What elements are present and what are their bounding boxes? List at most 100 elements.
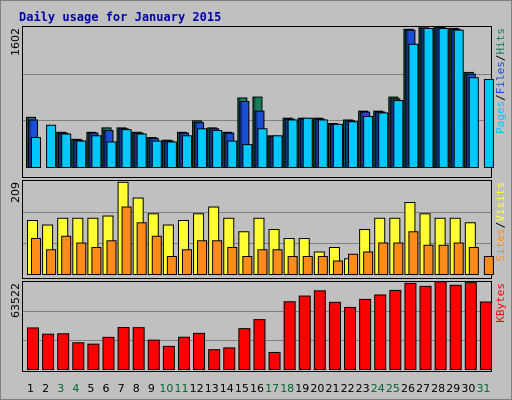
bar-kbytes-day-13 xyxy=(208,349,221,371)
bar-pages-day-23 xyxy=(363,115,374,168)
bar-sites-day-8 xyxy=(136,222,147,275)
x-tick-label: 5 xyxy=(87,382,94,395)
bar-sites-day-7 xyxy=(121,206,132,275)
bar-kbytes-day-3 xyxy=(57,333,70,371)
bar-pages-day-4 xyxy=(76,140,87,168)
bar-kbytes-day-30 xyxy=(464,282,477,371)
x-tick-label: 19 xyxy=(295,382,309,395)
bar-shade xyxy=(164,141,167,167)
x-tick-label: 22 xyxy=(341,382,355,395)
bar-sites-day-25 xyxy=(393,242,404,275)
x-axis-labels: 1 2 3 4 5 6 7 8 9 10 11 12 13 14 15 16 17 18 19 20 21 22 23 24 2… xyxy=(27,382,490,395)
x-tick-label: 10 xyxy=(159,382,173,395)
bar-kbytes-day-11 xyxy=(177,336,190,370)
panel-legend: Pages/Files/Hits xyxy=(494,28,507,134)
bar-shade xyxy=(451,29,454,167)
bar-sites-day-18 xyxy=(287,256,298,276)
bar-pages-day-17 xyxy=(272,135,283,168)
bar-kbytes-day-15 xyxy=(238,328,251,370)
x-tick-label: 18 xyxy=(280,382,294,395)
x-tick-label: 23 xyxy=(356,382,370,395)
legend-item-0: Sites xyxy=(494,228,507,261)
y-max-label: 209 xyxy=(9,182,22,203)
bar-kbytes-day-9 xyxy=(147,339,160,370)
bar-pages-day-30 xyxy=(468,77,479,168)
bar-shade xyxy=(210,129,213,167)
bar-shade xyxy=(376,112,379,167)
x-tick-label: 20 xyxy=(310,382,324,395)
bar-shade xyxy=(421,28,424,168)
bar-sites-day-1 xyxy=(31,238,41,275)
bar-sites-day-15 xyxy=(242,256,253,276)
bar-pages-day-27 xyxy=(423,27,434,169)
bar-sites-day-12 xyxy=(197,240,208,275)
bar-pages-day-11 xyxy=(181,135,192,168)
x-tick-label: 29 xyxy=(446,382,460,395)
bar-shade xyxy=(59,133,62,167)
bar-sites-day-17 xyxy=(272,249,283,275)
x-tick-label: 14 xyxy=(220,382,234,395)
bar-kbytes-day-1 xyxy=(27,327,39,371)
bar-pages-day-14 xyxy=(227,140,238,168)
bar-sites-day-30 xyxy=(468,247,479,276)
y-max-label: 63522 xyxy=(9,283,22,318)
bar-shade xyxy=(240,101,243,167)
bar-shade xyxy=(285,119,288,167)
bar-kbytes-day-28 xyxy=(434,281,447,371)
bar-pages-day-13 xyxy=(212,130,223,168)
bar-sites-day-14 xyxy=(227,247,238,276)
bar-kbytes-day-31 xyxy=(479,301,492,370)
x-tick-label: 28 xyxy=(431,382,445,395)
bar-kbytes-day-24 xyxy=(374,294,387,371)
bar-shade xyxy=(119,129,122,167)
bar-pages-day-3 xyxy=(61,133,72,168)
bar-shade xyxy=(195,123,198,167)
bar-pages-day-22 xyxy=(348,121,359,168)
legend-item-3: / xyxy=(494,55,507,62)
bar-sites-day-22 xyxy=(348,253,359,276)
bar-kbytes-day-4 xyxy=(72,342,85,371)
bar-shade xyxy=(134,133,137,167)
panel-legend: Sites/Visits xyxy=(494,182,507,262)
bar-shade xyxy=(391,99,394,167)
bar-shade xyxy=(29,120,31,167)
bar-kbytes-day-16 xyxy=(253,319,266,370)
bar-kbytes-day-21 xyxy=(328,301,341,370)
bar-kbytes-day-14 xyxy=(223,347,236,370)
bar-pages-day-20 xyxy=(317,119,328,168)
bar-pages-day-2 xyxy=(46,124,57,168)
bar-shade xyxy=(300,119,303,167)
bar-kbytes-day-26 xyxy=(404,282,417,370)
legend-item-0: Pages xyxy=(494,101,507,134)
bar-sites-day-3 xyxy=(61,235,72,276)
bar-pages-day-7 xyxy=(121,129,132,169)
bar-pages-day-28 xyxy=(438,27,449,169)
bar-pages-day-18 xyxy=(287,119,298,168)
x-tick-label: 9 xyxy=(148,382,155,395)
bar-kbytes-day-27 xyxy=(419,285,432,370)
x-tick-label: 25 xyxy=(386,382,400,395)
bar-pages-day-6 xyxy=(106,141,117,169)
bar-sites-day-31 xyxy=(483,256,494,276)
y-max-label: 1602 xyxy=(9,28,22,56)
bar-kbytes-day-7 xyxy=(117,327,130,370)
legend-item-1: / xyxy=(494,222,507,229)
bar-shade xyxy=(270,137,273,167)
x-tick-label: 3 xyxy=(57,382,64,395)
bar-shade xyxy=(406,30,409,168)
bar-sites-day-24 xyxy=(378,242,389,275)
bar-pages-day-25 xyxy=(393,100,404,168)
bar-sites-day-23 xyxy=(363,251,374,276)
panel-legend: KBytes xyxy=(494,283,507,323)
bar-pages-day-8 xyxy=(136,133,147,168)
legend-item-0: KBytes xyxy=(494,283,507,323)
panel-3: 63522 KBytes xyxy=(9,281,507,372)
bar-pages-day-21 xyxy=(332,123,343,168)
bar-pages-day-9 xyxy=(151,140,162,168)
x-tick-label: 16 xyxy=(250,382,264,395)
bar-pages-day-29 xyxy=(453,29,464,169)
bar-sites-day-11 xyxy=(181,249,192,275)
x-tick-label: 31 xyxy=(476,382,490,395)
